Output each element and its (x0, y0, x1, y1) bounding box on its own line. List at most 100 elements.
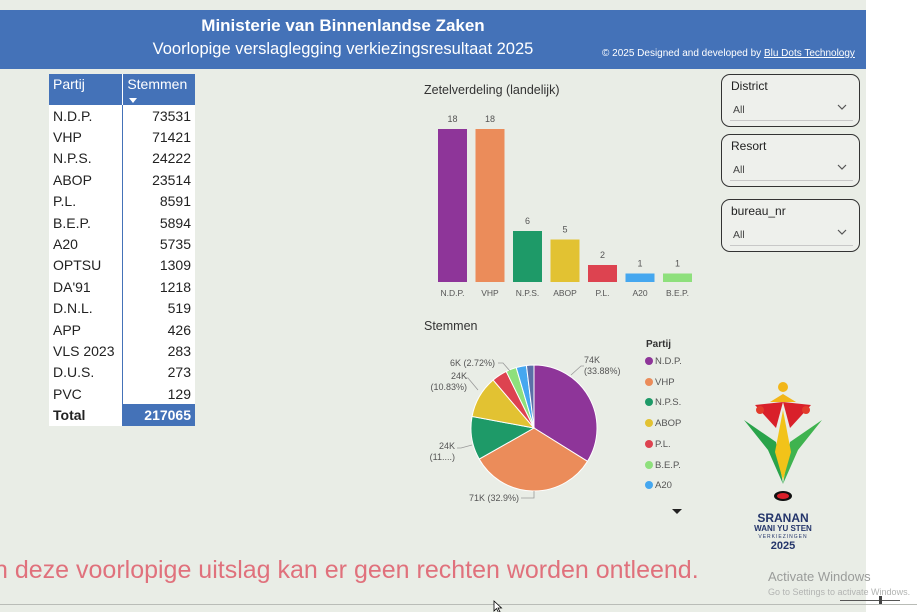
logo-text-line2: WANI YU STEN (754, 524, 812, 533)
slicer-label: Resort (731, 139, 767, 153)
bar-pl[interactable] (588, 265, 617, 282)
table-row[interactable]: ABOP 23514 (49, 169, 195, 191)
table-row[interactable]: APP 426 (49, 318, 195, 341)
legend-scroll-down-icon[interactable] (672, 509, 682, 514)
slicer-dropdown[interactable]: All (730, 159, 853, 181)
activate-windows-hint: Go to Settings to activate Windows. (768, 587, 911, 597)
bar-ndp[interactable] (438, 129, 467, 282)
pie-data-label: 24K (439, 441, 455, 451)
votes-cell: 73531 (122, 105, 195, 127)
pie-slice-other[interactable] (525, 364, 535, 429)
votes-cell: 273 (122, 361, 195, 384)
chevron-down-icon[interactable] (837, 162, 847, 172)
party-cell: D.U.S. (49, 361, 123, 384)
credit-prefix: © 2025 Designed and developed by (602, 48, 764, 59)
report-header: Ministerie van Binnenlandse Zaken Voorlo… (0, 10, 866, 69)
slicer-selected-value: All (733, 104, 745, 116)
table-row[interactable]: N.P.S. 24222 (49, 147, 195, 170)
pie-data-label: 6K (2.72%) (450, 358, 495, 368)
votes-cell: 519 (122, 297, 195, 319)
party-cell: P.L. (49, 190, 123, 212)
slicer-resort: Resort All (721, 134, 860, 187)
credit-link[interactable]: Blu Dots Technology (763, 48, 855, 59)
leader-line (457, 444, 473, 449)
party-cell: DA'91 (49, 276, 123, 298)
votes-cell: 5894 (122, 211, 195, 234)
chevron-down-icon[interactable] (837, 227, 847, 237)
votes-cell: 283 (122, 340, 195, 362)
bar-a20[interactable] (625, 273, 655, 283)
pie-data-label: 74K (584, 355, 600, 365)
zoom-slider-track[interactable] (840, 600, 900, 601)
legend-marker-icon (645, 439, 653, 448)
party-cell: VLS 2023 (49, 340, 123, 362)
activate-windows-watermark: Activate Windows (768, 569, 871, 584)
table-row[interactable]: OPTSU 1309 (49, 254, 195, 277)
slicer-dropdown[interactable]: All (730, 224, 853, 246)
table-row[interactable]: N.D.P. 73531 (49, 105, 195, 127)
mouse-cursor-icon (493, 600, 503, 612)
x-tick-label: N.D.P. (441, 288, 465, 298)
legend-marker-icon (645, 357, 653, 365)
party-cell: N.P.S. (49, 147, 123, 170)
table-row[interactable]: B.E.P. 5894 (49, 211, 195, 234)
legend-label: N.P.S. (655, 397, 682, 409)
table-row[interactable]: D.U.S. 273 (49, 361, 195, 384)
x-tick-label: VHP (481, 288, 499, 298)
legend-item[interactable]: A20 (645, 480, 672, 491)
slicer-label: bureau_nr (731, 204, 786, 218)
votes-cell: 5735 (122, 233, 195, 255)
legend-item[interactable]: VHP (645, 377, 675, 388)
slicer-selected-value: All (733, 229, 745, 241)
zoom-slider-handle[interactable] (879, 596, 882, 604)
seats-bar-chart: 18 N.D.P. 18 VHP 6 N.P.S. 5 ABOP 2 P.L. 1 A20 1 B.E.P… (438, 114, 692, 298)
bar-abop[interactable] (550, 239, 580, 283)
legend-item[interactable]: B.E.P. (645, 460, 681, 471)
slicer-dropdown[interactable]: All (730, 99, 853, 121)
votes-cell: 71421 (122, 126, 195, 148)
table-row[interactable]: VHP 71421 (49, 126, 195, 148)
party-cell: OPTSU (49, 254, 123, 277)
legend-item[interactable]: P.L. (645, 439, 671, 450)
votes-cell: 8591 (122, 190, 195, 212)
table-row[interactable]: PVC 129 (49, 383, 195, 405)
votes-cell: 24222 (122, 147, 195, 170)
table-row[interactable]: A20 5735 (49, 233, 195, 255)
legend-label: P.L. (655, 438, 671, 450)
bar-value-label: 1 (637, 259, 642, 269)
sort-descending-icon[interactable] (129, 98, 138, 103)
legend-item[interactable]: N.P.S. (645, 397, 681, 408)
x-tick-label: P.L. (595, 288, 609, 298)
bar-bep[interactable] (663, 273, 692, 283)
pie-data-label: 24K (451, 371, 467, 381)
legend-item[interactable]: ABOP (645, 418, 681, 429)
party-cell: APP (49, 318, 123, 341)
bar-vhp[interactable] (475, 129, 505, 282)
chevron-down-icon[interactable] (837, 102, 847, 112)
bar-value-label: 18 (485, 114, 495, 124)
legend-item[interactable]: N.D.P. (645, 356, 682, 367)
column-header-votes-label: Stemmen (127, 76, 188, 92)
slicer-label: District (731, 79, 768, 93)
column-header-party[interactable]: Partij (49, 74, 123, 105)
table-row[interactable]: DA'91 1218 (49, 276, 195, 298)
x-tick-label: ABOP (553, 288, 577, 298)
legend-marker-icon (645, 481, 653, 490)
party-cell: PVC (49, 383, 123, 405)
table-row[interactable]: P.L. 8591 (49, 190, 195, 212)
logo-emblem-icon (744, 382, 822, 501)
window-edge (866, 0, 917, 612)
total-value: 217065 (122, 404, 195, 426)
x-tick-label: N.P.S. (516, 288, 539, 298)
slicer-selected-value: All (733, 164, 745, 176)
disclaimer-text: n deze voorlopige uitslag kan er geen re… (0, 556, 699, 584)
legend-label: VHP (655, 376, 675, 388)
table-row[interactable]: VLS 2023 283 (49, 340, 195, 362)
column-header-votes[interactable]: Stemmen (122, 74, 195, 105)
party-cell: B.E.P. (49, 211, 123, 234)
total-row: Total 217065 (49, 404, 195, 426)
table-row[interactable]: D.N.L. 519 (49, 297, 195, 319)
party-cell: D.N.L. (49, 297, 123, 319)
leader-line (465, 377, 479, 391)
bar-nps[interactable] (513, 231, 542, 282)
